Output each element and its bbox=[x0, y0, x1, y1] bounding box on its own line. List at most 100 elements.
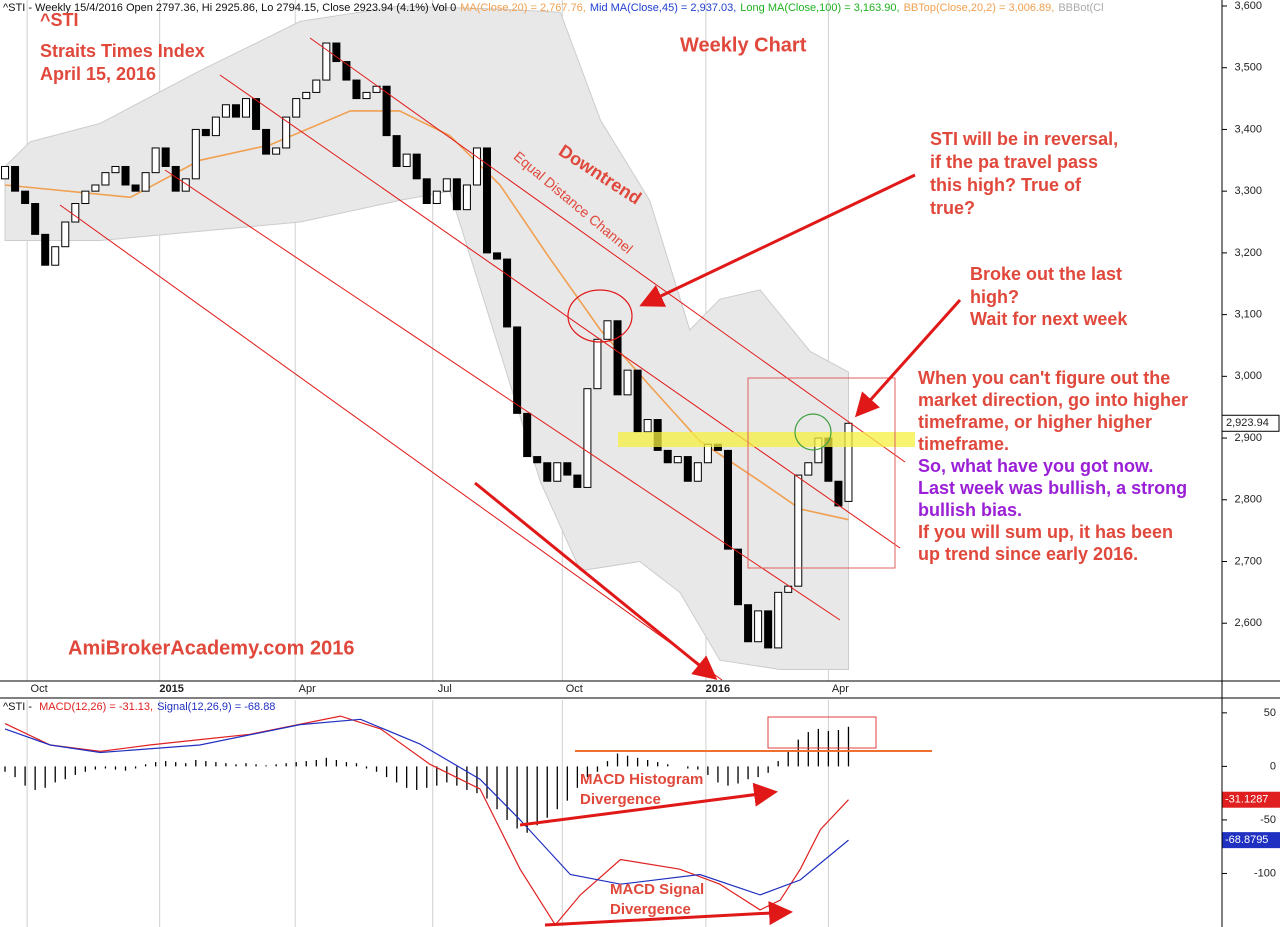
y-tick-label: 2,800 bbox=[1234, 494, 1262, 506]
candle-body bbox=[262, 128, 271, 155]
arrow bbox=[639, 173, 916, 307]
candle-body bbox=[633, 369, 642, 433]
candle-body bbox=[61, 221, 70, 248]
candle-body bbox=[161, 147, 170, 167]
header: ^STI - Weekly 15/4/2016 Open 2797.36, Hi… bbox=[3, 2, 1104, 14]
candle-body bbox=[613, 320, 622, 396]
candle-body bbox=[382, 85, 391, 137]
candle-body bbox=[21, 190, 30, 205]
focus-box bbox=[747, 377, 896, 569]
candle-body bbox=[533, 456, 542, 464]
candle-body bbox=[744, 604, 753, 643]
annotation: true? bbox=[930, 198, 975, 218]
candle-body bbox=[71, 203, 80, 223]
annotation: STI will be in reversal, bbox=[930, 129, 1118, 149]
candle-body bbox=[493, 252, 502, 260]
x-tick-label: Oct bbox=[566, 683, 583, 695]
candle-body bbox=[643, 419, 652, 433]
annotation: Straits Times Index bbox=[40, 41, 205, 61]
annotation: April 15, 2016 bbox=[40, 64, 156, 84]
candle-body bbox=[392, 135, 401, 167]
annotation: Divergence bbox=[580, 791, 661, 808]
annotation: If you will sum up, it has been bbox=[918, 522, 1173, 542]
candle-body bbox=[312, 79, 321, 93]
candle-body bbox=[603, 320, 612, 340]
candle-body bbox=[583, 388, 592, 488]
header-part: Signal(12,26,9) = -68.88 bbox=[157, 701, 275, 713]
moving-average bbox=[4, 110, 849, 521]
candle-body bbox=[673, 456, 682, 464]
annotation: ^STI bbox=[40, 10, 79, 30]
header-part: Mid MA(Close,45) = 2,937.03, bbox=[590, 2, 736, 14]
candle-body bbox=[252, 98, 261, 130]
candle-body bbox=[121, 165, 130, 186]
annotation: Broke out the last bbox=[970, 264, 1122, 284]
candle-body bbox=[472, 147, 481, 186]
candle-body bbox=[804, 462, 813, 476]
candle-body bbox=[734, 548, 743, 606]
header-part: ^STI - bbox=[3, 701, 35, 713]
annotation: timeframe. bbox=[918, 434, 1009, 454]
candle-body bbox=[362, 91, 371, 100]
annotation: this high? True of bbox=[930, 175, 1082, 195]
candle-body bbox=[834, 480, 843, 507]
candle-body bbox=[51, 246, 60, 266]
header-part: MA(Close,20) = 2,767.76, bbox=[460, 2, 586, 14]
histogram-box bbox=[767, 716, 877, 749]
annotation: if the pa travel pass bbox=[930, 152, 1098, 172]
bollinger-band bbox=[4, 5, 849, 670]
candle-body bbox=[764, 610, 773, 649]
candle-body bbox=[221, 104, 230, 118]
annotation: AmiBrokerAcademy.com 2016 bbox=[68, 637, 354, 659]
candle-body bbox=[1, 165, 10, 180]
high-circle bbox=[567, 289, 633, 343]
annotation: timeframe, or higher higher bbox=[918, 412, 1152, 432]
candle-body bbox=[593, 338, 602, 390]
candle-body bbox=[131, 184, 140, 192]
annotation: So, what have you got now. bbox=[918, 456, 1153, 476]
candle-body bbox=[302, 91, 311, 100]
candle-body bbox=[242, 98, 251, 118]
y-tick-label: 50 bbox=[1264, 707, 1276, 719]
header: ^STI - MACD(12,26) = -31.13, Signal(12,26… bbox=[3, 701, 275, 713]
candle-body bbox=[41, 233, 50, 266]
header-part: BBBot(Cl bbox=[1058, 2, 1103, 14]
last-value-box bbox=[1222, 832, 1280, 849]
candle-body bbox=[422, 178, 431, 205]
y-tick-label: 3,500 bbox=[1234, 62, 1262, 74]
candle-body bbox=[513, 326, 522, 414]
header-part: BBTop(Close,20,2) = 3,006.89, bbox=[904, 2, 1055, 14]
annotation: Weekly Chart bbox=[680, 34, 807, 56]
y-tick-label: 3,300 bbox=[1234, 185, 1262, 197]
header-part: Long MA(Close,100) = 3,163.90, bbox=[740, 2, 899, 14]
annotation: market direction, go into higher bbox=[918, 390, 1188, 410]
y-tick-label: -50 bbox=[1260, 814, 1276, 826]
candle-body bbox=[543, 462, 552, 482]
y-tick-label: 3,000 bbox=[1234, 370, 1262, 382]
candle-body bbox=[523, 412, 532, 458]
breakout-circle bbox=[794, 413, 832, 451]
candle-body bbox=[482, 147, 491, 254]
candle-body bbox=[31, 203, 40, 235]
candle-body bbox=[282, 116, 291, 149]
y-tick-label: 2,900 bbox=[1234, 432, 1262, 444]
candle-body bbox=[503, 258, 512, 328]
channel-line bbox=[309, 37, 906, 463]
x-tick-label: Oct bbox=[31, 683, 48, 695]
last-value-label: -31.1287 bbox=[1225, 794, 1268, 806]
candle-body bbox=[292, 98, 301, 118]
candle-body bbox=[703, 443, 712, 464]
candle-body bbox=[352, 79, 361, 100]
channel-line bbox=[59, 204, 723, 681]
candle-body bbox=[553, 462, 562, 482]
x-tick-label: Apr bbox=[832, 683, 849, 695]
candle-body bbox=[623, 369, 632, 396]
candle-body bbox=[91, 184, 100, 192]
candle-body bbox=[372, 85, 381, 93]
arrow bbox=[544, 901, 793, 927]
candle-body bbox=[181, 178, 190, 192]
y-tick-label: 3,600 bbox=[1234, 0, 1262, 12]
candle-body bbox=[442, 178, 451, 192]
annotation: Divergence bbox=[610, 901, 691, 918]
